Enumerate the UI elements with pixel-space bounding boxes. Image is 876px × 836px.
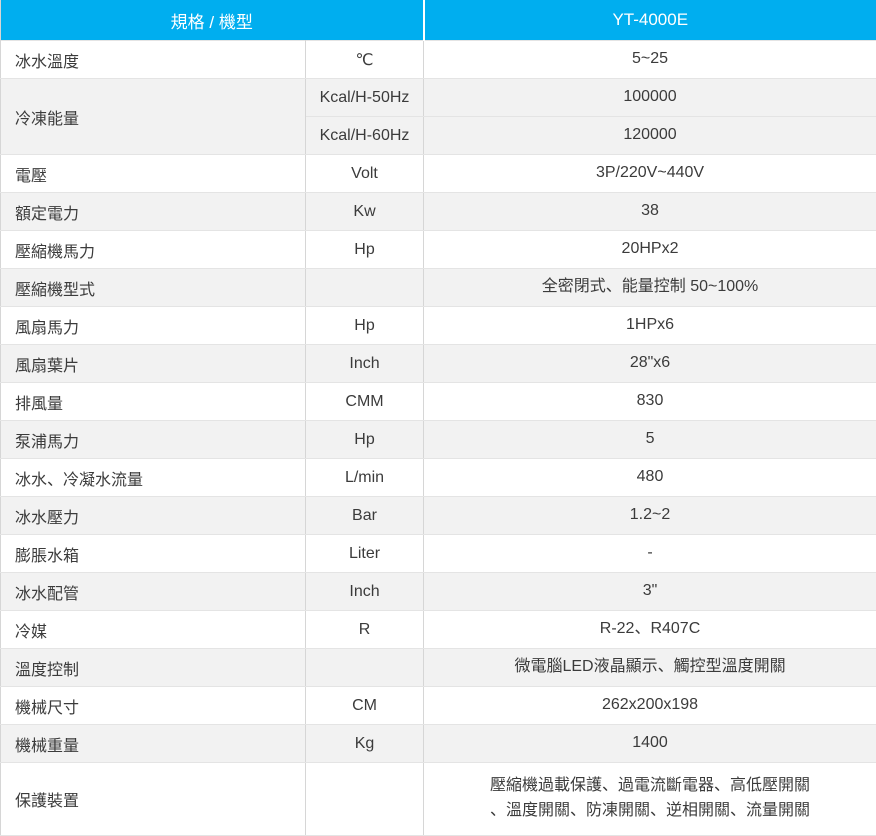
spec-label: 排風量 [1,383,306,421]
spec-label: 壓縮機馬力 [1,231,306,269]
spec-unit: Bar [306,497,424,535]
spec-unit: Hp [306,307,424,345]
spec-unit: Hp [306,231,424,269]
header-row: 規格 / 機型 YT-4000E [1,0,876,41]
table-row: 額定電力 Kw 38 [1,193,876,231]
spec-unit: Inch [306,573,424,611]
spec-value: 3" [424,573,876,611]
spec-unit: ℃ [306,41,424,79]
spec-unit: Kcal/H-50Hz [306,79,424,117]
spec-value: 20HPx2 [424,231,876,269]
spec-unit: CMM [306,383,424,421]
spec-unit: Volt [306,155,424,193]
table-row: 風扇馬力 Hp 1HPx6 [1,307,876,345]
table-row: 壓縮機型式 全密閉式、能量控制 50~100% [1,269,876,307]
spec-unit: Kw [306,193,424,231]
spec-value: 全密閉式、能量控制 50~100% [424,269,876,307]
spec-value: 830 [424,383,876,421]
spec-unit [306,649,424,687]
table-row: 膨脹水箱 Liter - [1,535,876,573]
spec-label: 泵浦馬力 [1,421,306,459]
spec-unit: Kg [306,725,424,763]
spec-value: 262x200x198 [424,687,876,725]
spec-unit: R [306,611,424,649]
spec-value: 100000 [424,79,876,117]
spec-label: 冰水壓力 [1,497,306,535]
spec-value: 38 [424,193,876,231]
spec-label: 膨脹水箱 [1,535,306,573]
table-row: 冰水配管 Inch 3" [1,573,876,611]
table-row: 冷媒 R R-22、R407C [1,611,876,649]
spec-value: 480 [424,459,876,497]
table-row: 冰水壓力 Bar 1.2~2 [1,497,876,535]
spec-unit: Hp [306,421,424,459]
table-row: 冰水溫度 ℃ 5~25 [1,41,876,79]
spec-value: 5~25 [424,41,876,79]
spec-value: - [424,535,876,573]
spec-value: 5 [424,421,876,459]
spec-label: 保護裝置 [1,763,306,836]
spec-label: 機械重量 [1,725,306,763]
table-row: 電壓 Volt 3P/220V~440V [1,155,876,193]
spec-label: 冰水、冷凝水流量 [1,459,306,497]
spec-label: 風扇馬力 [1,307,306,345]
table-row: 冰水、冷凝水流量 L/min 480 [1,459,876,497]
spec-value: 壓縮機過載保護、過電流斷電器、高低壓開關 、溫度開關、防凍開關、逆相開關、流量開… [424,763,876,836]
table-row: 冷凍能量 Kcal/H-50Hz 100000 [1,79,876,117]
table-row: 風扇葉片 Inch 28"x6 [1,345,876,383]
spec-label: 冷凍能量 [1,79,306,155]
spec-model-header: 規格 / 機型 [1,0,424,41]
spec-unit: Liter [306,535,424,573]
spec-value: 120000 [424,117,876,155]
spec-value: 微電腦LED液晶顯示、觸控型溫度開關 [424,649,876,687]
table-row: 保護裝置 壓縮機過載保護、過電流斷電器、高低壓開關 、溫度開關、防凍開關、逆相開… [1,763,876,836]
table-row: 壓縮機馬力 Hp 20HPx2 [1,231,876,269]
spec-label: 冰水配管 [1,573,306,611]
spec-unit: L/min [306,459,424,497]
spec-label: 額定電力 [1,193,306,231]
spec-label: 冷媒 [1,611,306,649]
spec-label: 風扇葉片 [1,345,306,383]
spec-label: 電壓 [1,155,306,193]
table-row: 排風量 CMM 830 [1,383,876,421]
spec-value: R-22、R407C [424,611,876,649]
spec-value: 28"x6 [424,345,876,383]
spec-value: 3P/220V~440V [424,155,876,193]
spec-value: 1.2~2 [424,497,876,535]
table-row: 泵浦馬力 Hp 5 [1,421,876,459]
spec-label: 溫度控制 [1,649,306,687]
spec-unit [306,269,424,307]
spec-value: 1400 [424,725,876,763]
table-row: 機械尺寸 CM 262x200x198 [1,687,876,725]
spec-unit: Kcal/H-60Hz [306,117,424,155]
spec-label: 冰水溫度 [1,41,306,79]
spec-label: 機械尺寸 [1,687,306,725]
spec-unit: Inch [306,345,424,383]
table-row: 溫度控制 微電腦LED液晶顯示、觸控型溫度開關 [1,649,876,687]
spec-label: 壓縮機型式 [1,269,306,307]
table-row: 機械重量 Kg 1400 [1,725,876,763]
model-name-header: YT-4000E [424,0,876,41]
spec-unit [306,763,424,836]
spec-value: 1HPx6 [424,307,876,345]
spec-unit: CM [306,687,424,725]
